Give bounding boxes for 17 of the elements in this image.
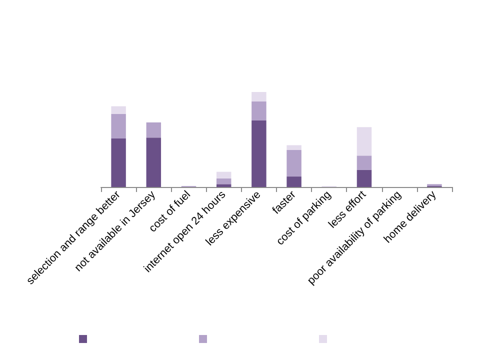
bar — [356, 127, 372, 156]
bar — [356, 156, 372, 170]
bar — [111, 138, 126, 187]
bar — [252, 120, 266, 187]
bar — [286, 150, 302, 177]
bar — [286, 176, 302, 187]
bar — [252, 102, 266, 120]
bar — [146, 122, 162, 138]
bar — [216, 172, 232, 178]
bar — [216, 178, 232, 184]
bar — [286, 145, 302, 150]
bar — [356, 170, 372, 187]
bar — [146, 138, 162, 187]
bar — [252, 92, 266, 102]
bar — [111, 114, 126, 139]
bar — [111, 106, 126, 114]
bar — [216, 184, 232, 187]
